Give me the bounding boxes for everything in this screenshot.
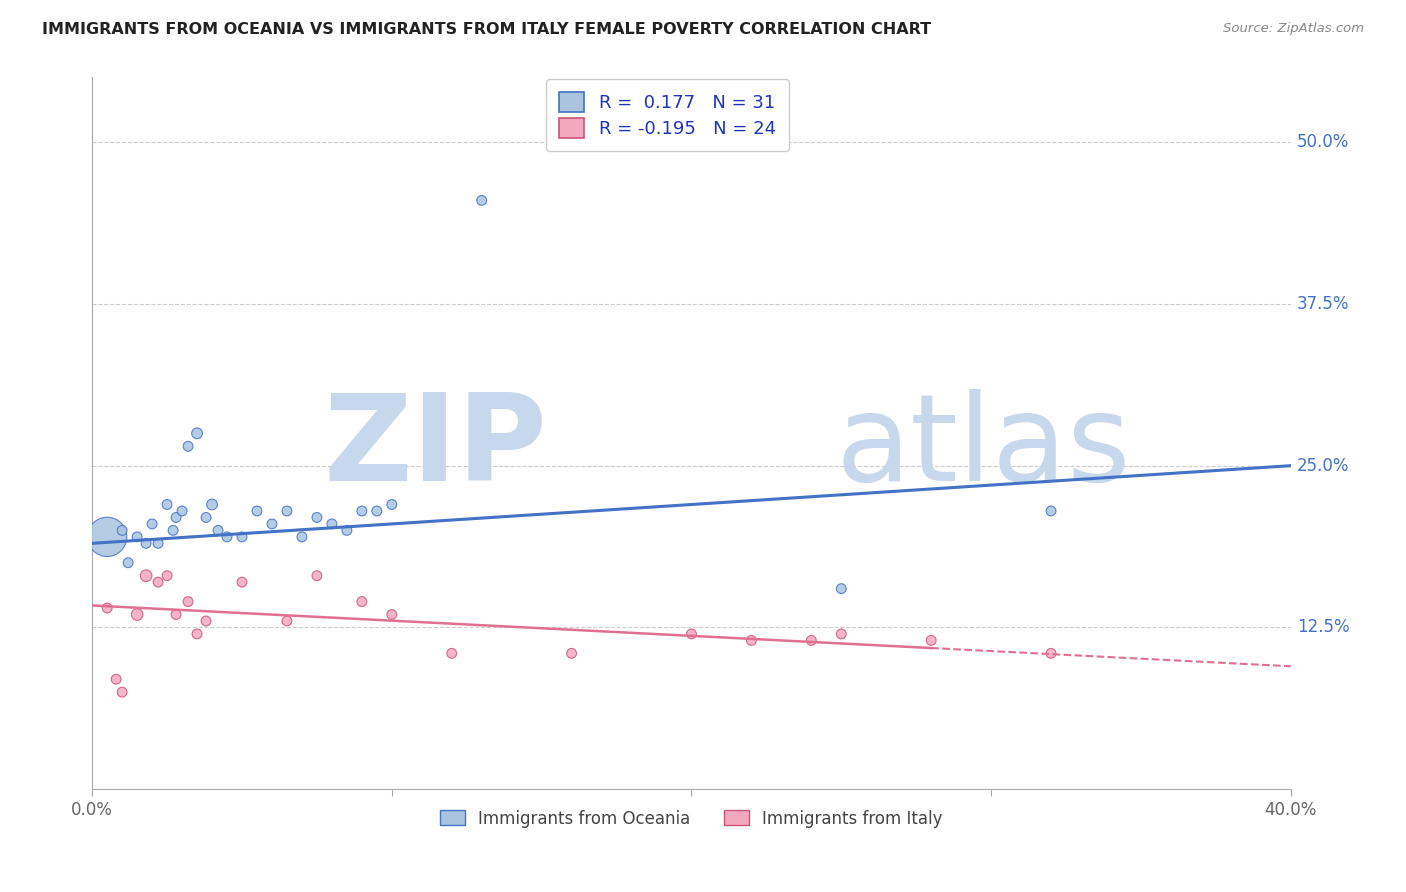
Point bbox=[740, 633, 762, 648]
Text: ZIP: ZIP bbox=[323, 389, 547, 506]
Point bbox=[165, 510, 187, 524]
Point bbox=[186, 426, 208, 441]
Point bbox=[321, 516, 343, 531]
Point bbox=[440, 646, 463, 660]
Point bbox=[201, 498, 224, 512]
Point bbox=[231, 530, 253, 544]
Point bbox=[1040, 504, 1063, 518]
Point bbox=[246, 504, 269, 518]
Point bbox=[207, 524, 229, 538]
Legend: Immigrants from Oceania, Immigrants from Italy: Immigrants from Oceania, Immigrants from… bbox=[433, 803, 949, 834]
Point bbox=[1040, 646, 1063, 660]
Point bbox=[305, 568, 328, 582]
Point bbox=[195, 510, 218, 524]
Text: 25.0%: 25.0% bbox=[1296, 457, 1350, 475]
Point bbox=[561, 646, 583, 660]
Point bbox=[471, 194, 494, 208]
Text: 37.5%: 37.5% bbox=[1296, 295, 1350, 313]
Point bbox=[260, 516, 283, 531]
Point bbox=[165, 607, 187, 622]
Text: atlas: atlas bbox=[835, 389, 1130, 506]
Point bbox=[231, 575, 253, 590]
Point bbox=[381, 607, 404, 622]
Point bbox=[96, 530, 118, 544]
Point bbox=[276, 614, 298, 628]
Point bbox=[146, 536, 169, 550]
Point bbox=[135, 568, 157, 582]
Point bbox=[156, 568, 179, 582]
Point bbox=[291, 530, 314, 544]
Text: Source: ZipAtlas.com: Source: ZipAtlas.com bbox=[1223, 22, 1364, 36]
Point bbox=[920, 633, 942, 648]
Point bbox=[800, 633, 823, 648]
Text: IMMIGRANTS FROM OCEANIA VS IMMIGRANTS FROM ITALY FEMALE POVERTY CORRELATION CHAR: IMMIGRANTS FROM OCEANIA VS IMMIGRANTS FR… bbox=[42, 22, 931, 37]
Point bbox=[177, 594, 200, 608]
Point bbox=[336, 524, 359, 538]
Point bbox=[276, 504, 298, 518]
Point bbox=[135, 536, 157, 550]
Point bbox=[215, 530, 238, 544]
Point bbox=[366, 504, 388, 518]
Point bbox=[350, 594, 373, 608]
Point bbox=[830, 627, 852, 641]
Point bbox=[111, 524, 134, 538]
Point bbox=[186, 627, 208, 641]
Point bbox=[96, 601, 118, 615]
Point bbox=[195, 614, 218, 628]
Text: 12.5%: 12.5% bbox=[1296, 618, 1350, 637]
Point bbox=[830, 582, 852, 596]
Point bbox=[127, 530, 149, 544]
Point bbox=[177, 439, 200, 453]
Point bbox=[127, 607, 149, 622]
Point bbox=[117, 556, 139, 570]
Point bbox=[141, 516, 163, 531]
Point bbox=[305, 510, 328, 524]
Point bbox=[111, 685, 134, 699]
Point bbox=[350, 504, 373, 518]
Point bbox=[381, 498, 404, 512]
Point bbox=[170, 504, 193, 518]
Point bbox=[156, 498, 179, 512]
Point bbox=[146, 575, 169, 590]
Point bbox=[681, 627, 703, 641]
Text: 50.0%: 50.0% bbox=[1296, 133, 1350, 151]
Point bbox=[105, 672, 128, 686]
Point bbox=[162, 524, 184, 538]
